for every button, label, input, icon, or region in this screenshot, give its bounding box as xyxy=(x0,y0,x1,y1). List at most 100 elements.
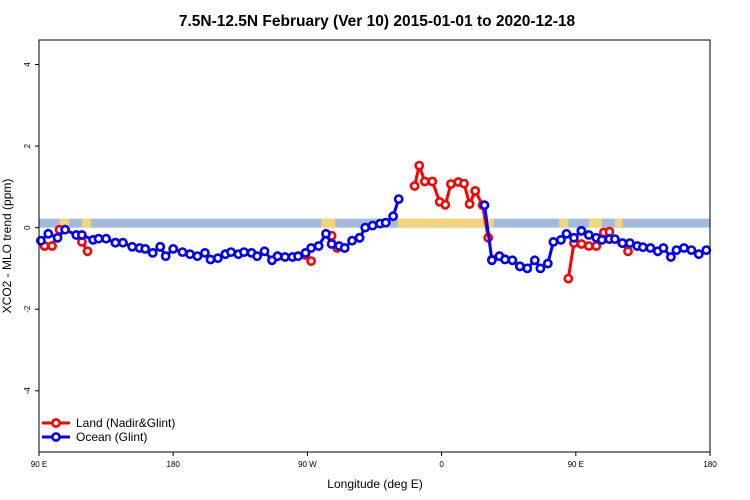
x-tick-label: 180 xyxy=(703,460,717,469)
x-tick-label: 180 xyxy=(167,460,181,469)
data-point xyxy=(658,243,669,253)
data-point xyxy=(464,199,475,209)
data-point xyxy=(638,242,648,253)
data-point xyxy=(576,239,587,249)
data-point xyxy=(563,273,574,284)
data-point xyxy=(393,194,404,204)
data-point xyxy=(576,225,587,236)
data-point xyxy=(507,255,518,266)
data-point xyxy=(354,232,365,243)
data-point xyxy=(427,176,438,187)
data-point xyxy=(445,179,456,189)
data-point xyxy=(36,235,46,246)
data-point xyxy=(380,217,391,228)
data-point xyxy=(583,230,594,240)
data-point xyxy=(367,220,378,231)
data-point xyxy=(459,178,469,189)
data-point xyxy=(239,247,249,257)
data-point xyxy=(671,245,682,255)
data-point xyxy=(313,241,324,251)
data-point xyxy=(500,254,510,265)
x-tick-label: 90 E xyxy=(568,460,584,469)
data-point xyxy=(306,243,316,253)
data-point xyxy=(666,252,676,262)
y-tick-label: 4 xyxy=(23,62,32,67)
data-point xyxy=(486,255,497,266)
data-point xyxy=(617,238,628,248)
data-point xyxy=(127,241,138,252)
data-point xyxy=(177,247,188,257)
data-point xyxy=(321,228,331,239)
y-axis: -4 -2 0 2 4 xyxy=(23,62,39,395)
data-point xyxy=(388,211,398,222)
data-point xyxy=(409,181,420,191)
land-region xyxy=(588,218,602,228)
data-point xyxy=(561,228,572,239)
data-point xyxy=(548,236,559,247)
data-point xyxy=(82,246,93,257)
data-point xyxy=(192,251,203,262)
data-point xyxy=(535,263,546,274)
y-axis-label: XCO2 - MLO trend (ppm) xyxy=(0,179,14,314)
data-point xyxy=(440,199,451,210)
data-point xyxy=(623,246,633,257)
data-point xyxy=(140,243,151,254)
land-region xyxy=(59,218,69,228)
data-point xyxy=(479,200,490,211)
legend-swatch-marker xyxy=(51,418,61,428)
data-point xyxy=(212,253,223,264)
data-point xyxy=(645,243,656,253)
data-point xyxy=(693,249,704,260)
data-point xyxy=(60,224,70,235)
data-point xyxy=(569,232,579,243)
data-point xyxy=(597,234,607,245)
x-tick-label: 90 E xyxy=(31,460,47,469)
data-point xyxy=(110,237,121,248)
data-point xyxy=(360,222,371,233)
series-ocean xyxy=(36,194,712,274)
data-point xyxy=(300,247,311,258)
data-point xyxy=(205,254,216,265)
legend: Land (Nadir&Glint)Ocean (Glint) xyxy=(42,416,175,444)
series-layer xyxy=(36,160,712,284)
land-region xyxy=(559,218,569,228)
y-tick-label: 0 xyxy=(23,225,32,230)
data-point xyxy=(147,247,158,258)
data-point xyxy=(77,230,87,240)
chart-title: 7.5N-12.5N February (Ver 10) 2015-01-01 … xyxy=(179,13,576,30)
data-point xyxy=(414,160,425,171)
data-point xyxy=(339,243,350,253)
data-point xyxy=(701,245,712,255)
land-region xyxy=(321,218,336,228)
legend-entry: Ocean (Glint) xyxy=(42,430,147,444)
data-point xyxy=(515,261,525,272)
data-point xyxy=(556,234,566,245)
y-tick-label: 2 xyxy=(23,143,32,148)
x-tick-label: 0 xyxy=(439,460,444,469)
data-point xyxy=(118,237,128,248)
data-point xyxy=(168,243,179,254)
data-point xyxy=(93,233,104,244)
data-point xyxy=(155,241,166,252)
data-point xyxy=(43,228,54,239)
data-point xyxy=(542,258,553,269)
data-point xyxy=(610,234,620,244)
x-axis: 90 E 180 90 W 0 90 E 180 xyxy=(31,452,717,469)
data-point xyxy=(293,251,303,262)
data-point xyxy=(419,176,430,187)
data-point xyxy=(686,245,697,255)
data-point xyxy=(326,239,337,249)
data-point xyxy=(583,241,594,251)
y-tick-label: -4 xyxy=(23,387,32,395)
data-point xyxy=(52,232,63,243)
data-point xyxy=(185,249,195,260)
data-point xyxy=(199,247,210,258)
land-region xyxy=(81,218,92,228)
legend-label: Ocean (Glint) xyxy=(76,430,147,444)
data-point xyxy=(160,251,171,262)
land-region xyxy=(397,218,494,228)
data-point xyxy=(679,243,689,253)
data-point xyxy=(470,185,481,196)
y-tick-label: -2 xyxy=(23,305,32,313)
